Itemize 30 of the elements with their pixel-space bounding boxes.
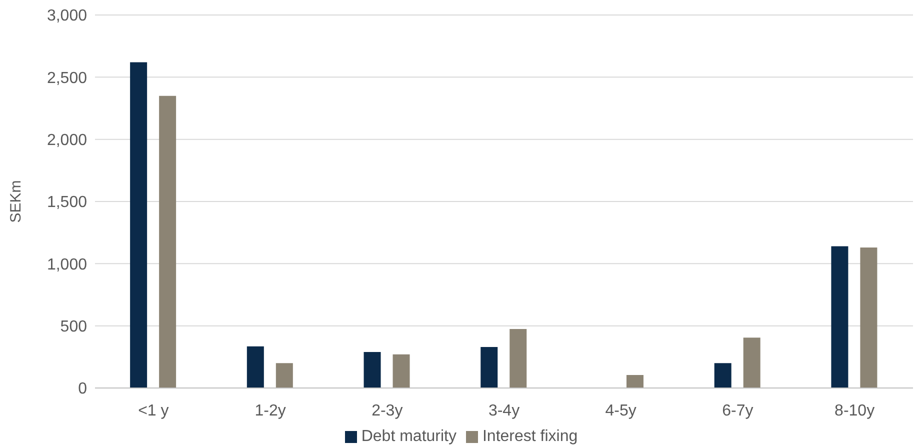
bar bbox=[831, 246, 848, 388]
bar bbox=[626, 374, 644, 388]
y-tick-label: 2,000 bbox=[46, 132, 88, 150]
bar bbox=[159, 96, 176, 388]
legend-label: Interest fixing bbox=[482, 428, 578, 445]
y-tick-label: 0 bbox=[78, 380, 88, 398]
legend-label: Debt maturity bbox=[361, 428, 456, 445]
bar bbox=[743, 338, 760, 388]
bar bbox=[276, 363, 293, 388]
bar bbox=[392, 354, 410, 388]
bar bbox=[860, 248, 878, 388]
y-tick-label: 2,500 bbox=[46, 70, 88, 87]
y-tick-label: 1,000 bbox=[46, 256, 88, 274]
bar bbox=[364, 352, 381, 388]
x-tick-label: 2-3y bbox=[372, 402, 403, 420]
bar bbox=[714, 363, 732, 388]
y-tick-label: 1,500 bbox=[46, 194, 88, 212]
x-tick-label: 1-2y bbox=[254, 402, 286, 420]
bar bbox=[510, 328, 527, 388]
x-tick-label: 4-5y bbox=[605, 402, 636, 420]
y-axis-title: SEKm bbox=[7, 180, 24, 223]
x-tick-label: 3-4y bbox=[488, 402, 520, 420]
bar bbox=[246, 346, 264, 388]
x-tick-label: <1 y bbox=[138, 402, 169, 420]
y-tick-label: 500 bbox=[60, 318, 88, 336]
x-tick-label: 6-7y bbox=[722, 402, 754, 420]
y-tick-label: 3,000 bbox=[46, 8, 88, 25]
x-tick-label: 8-10y bbox=[834, 402, 875, 420]
bar bbox=[130, 62, 148, 388]
bar bbox=[480, 346, 498, 388]
